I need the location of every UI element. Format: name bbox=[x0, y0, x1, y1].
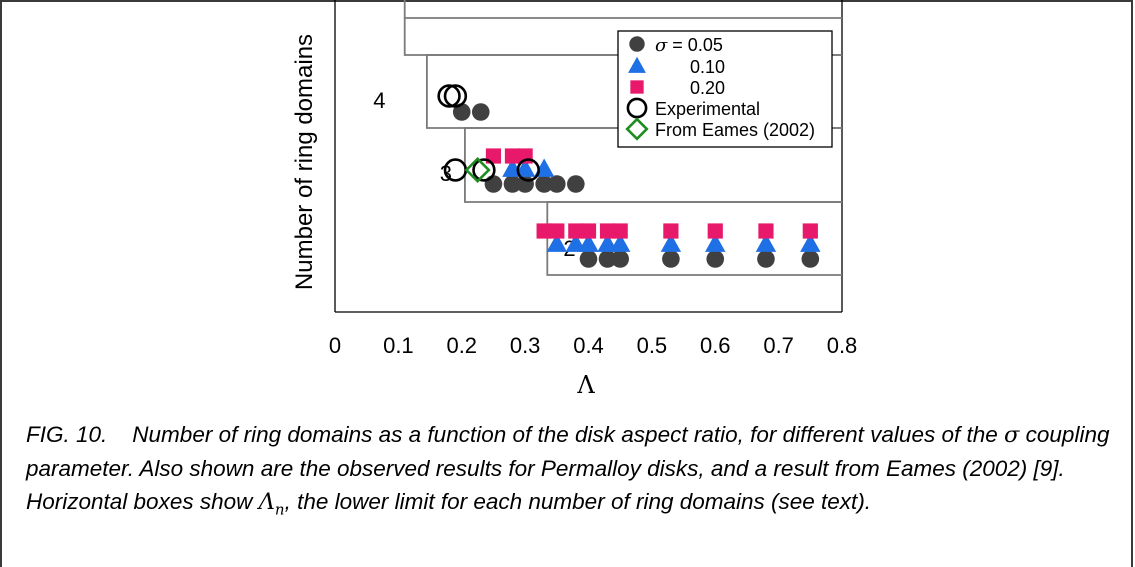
data-point bbox=[548, 175, 566, 193]
data-point bbox=[800, 233, 821, 252]
data-point bbox=[568, 223, 584, 239]
legend-label-0: σ = 0.05 bbox=[655, 35, 723, 56]
series-4 bbox=[464, 156, 491, 184]
legend-label-2: 0.20 bbox=[690, 78, 725, 98]
x-tick-label: 0.1 bbox=[383, 333, 414, 358]
data-point bbox=[579, 250, 598, 268]
data-point bbox=[546, 233, 568, 252]
x-tick-label: 0.4 bbox=[573, 333, 604, 358]
data-point bbox=[514, 158, 536, 177]
data-point bbox=[612, 223, 628, 239]
x-axis-label: Λ bbox=[576, 371, 595, 399]
data-point bbox=[757, 250, 775, 268]
data-point bbox=[758, 223, 774, 239]
legend-marker-0 bbox=[629, 36, 645, 52]
data-point bbox=[580, 223, 597, 239]
data-point bbox=[598, 250, 617, 268]
data-point bbox=[503, 175, 522, 193]
data-point bbox=[535, 175, 553, 193]
band-label-4: 4 bbox=[373, 88, 385, 113]
x-tick-label: 0.8 bbox=[827, 333, 858, 358]
data-point bbox=[705, 233, 726, 252]
data-point bbox=[755, 233, 777, 252]
legend-box bbox=[617, 30, 833, 148]
caption-text-3: , the lower limit for each number of rin… bbox=[284, 489, 872, 514]
legend-label-3: Experimental bbox=[655, 99, 760, 119]
data-point bbox=[609, 233, 631, 252]
data-point bbox=[599, 223, 616, 239]
series-1 bbox=[502, 158, 821, 252]
data-point bbox=[611, 250, 629, 268]
data-point bbox=[662, 250, 680, 268]
data-point bbox=[578, 233, 599, 252]
data-point bbox=[802, 223, 818, 239]
data-point bbox=[471, 103, 490, 121]
data-point bbox=[660, 233, 682, 252]
x-tick-label: 0 bbox=[329, 333, 341, 358]
data-point bbox=[472, 158, 496, 182]
series-3 bbox=[437, 84, 540, 182]
series-0 bbox=[452, 103, 820, 268]
figure-caption: FIG. 10. Number of ring domains as a fun… bbox=[26, 418, 1111, 527]
x-tick-label: 0.3 bbox=[510, 333, 541, 358]
legend-marker-1 bbox=[628, 56, 646, 73]
data-point bbox=[504, 148, 521, 164]
data-point bbox=[437, 84, 461, 108]
data-point bbox=[706, 250, 725, 268]
data-point bbox=[549, 223, 565, 239]
caption-sigma: σ bbox=[1004, 422, 1020, 448]
data-point bbox=[516, 175, 534, 193]
x-tick-label: 0.7 bbox=[763, 333, 794, 358]
data-point bbox=[516, 158, 540, 182]
legend-marker-2 bbox=[630, 80, 644, 94]
x-tick-label: 0.6 bbox=[700, 333, 731, 358]
caption-lambda: Λ bbox=[258, 489, 275, 515]
y-axis-label: Number of ring domains bbox=[291, 34, 318, 290]
x-tick-label: 0.5 bbox=[637, 333, 668, 358]
data-point bbox=[484, 175, 503, 193]
x-tick-label: 0.2 bbox=[446, 333, 477, 358]
legend-label-1: 0.10 bbox=[690, 57, 725, 77]
legend-marker-4 bbox=[625, 117, 649, 141]
data-point bbox=[452, 103, 471, 121]
caption-lambda-subscript: n bbox=[274, 500, 285, 519]
caption-figure-number: FIG. 10. bbox=[26, 422, 108, 447]
data-point bbox=[801, 250, 820, 268]
data-point bbox=[663, 223, 679, 239]
data-point bbox=[443, 84, 468, 108]
data-point bbox=[464, 156, 491, 184]
caption-text-2: coupling parameter. Also shown are the o… bbox=[26, 422, 1110, 514]
data-point bbox=[536, 223, 552, 239]
legend-label-4: From Eames (2002) bbox=[655, 120, 815, 140]
caption-text-1: Number of ring domains as a function of … bbox=[132, 422, 998, 447]
data-point bbox=[707, 223, 723, 239]
legend-marker-3 bbox=[626, 97, 648, 119]
data-point bbox=[567, 175, 585, 193]
